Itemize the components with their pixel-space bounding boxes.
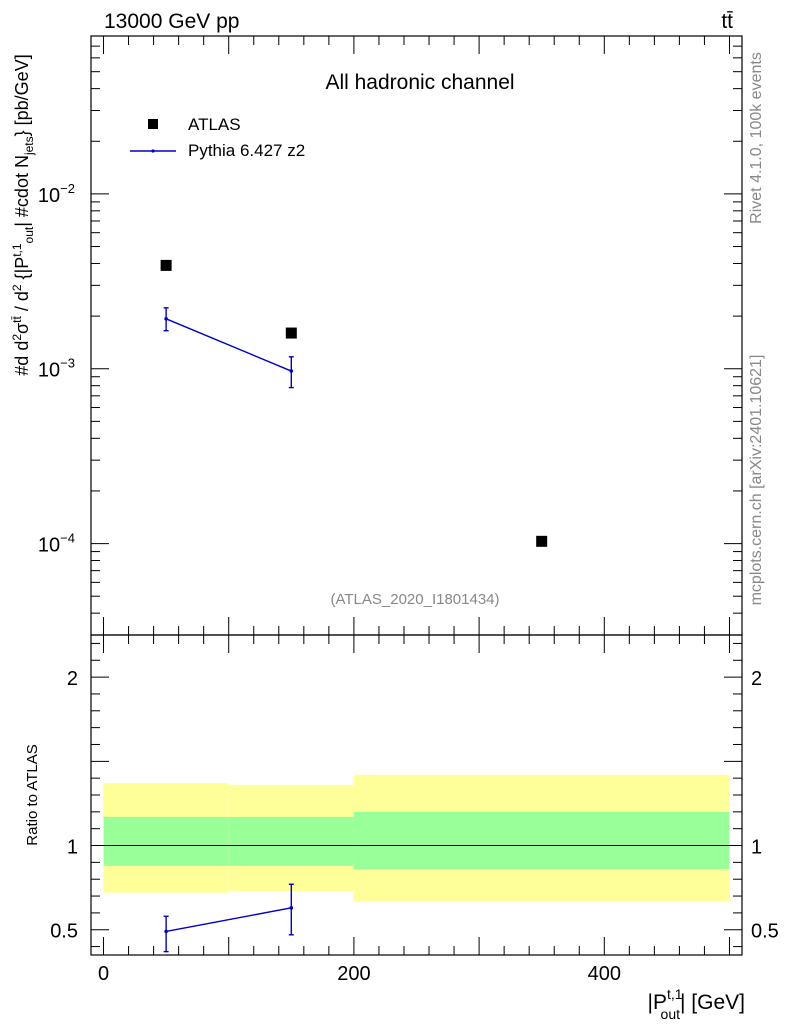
atlas-data-point bbox=[285, 327, 297, 339]
ratio-y-tick-label-right: 2 bbox=[751, 668, 762, 690]
process-label: tt̄ bbox=[721, 10, 733, 33]
main-y-tick-label: 10−2 bbox=[38, 181, 75, 207]
legend: ATLAS Pythia 6.427 z2 bbox=[130, 115, 305, 160]
legend-atlas-marker bbox=[148, 119, 158, 129]
ratio-series bbox=[163, 883, 294, 953]
main-y-tick-label: 10−4 bbox=[38, 531, 75, 557]
legend-pythia-marker bbox=[151, 149, 155, 153]
main-y-tick-labels: 10−2 10−3 10−4 bbox=[38, 181, 75, 557]
main-x-ticks bbox=[103, 36, 730, 635]
legend-atlas-label: ATLAS bbox=[188, 115, 241, 134]
x-axis-title: |Pt,1 out| [GeV] bbox=[648, 986, 746, 1022]
ratio-y-tick-labels: 0.5 0.5 1 1 2 2 bbox=[50, 668, 779, 943]
ratio-x-ticks bbox=[103, 635, 730, 955]
main-y-axis-title: #d d2σtt̄ / d2 {|Pt,1out| #cdot Njets} [… bbox=[10, 54, 36, 375]
ratio-x-tick-labels: 0 200 400 bbox=[98, 963, 621, 985]
ratio-inner-band bbox=[103, 816, 229, 866]
ratio-y-ticks bbox=[91, 642, 742, 948]
atlas-data-point bbox=[536, 535, 548, 547]
pythia-line bbox=[165, 318, 292, 372]
ratio-y-tick-label-right: 1 bbox=[751, 837, 762, 859]
pythia-point bbox=[289, 369, 294, 373]
main-y-ticks bbox=[91, 35, 742, 636]
rivet-label: Rivet 4.1.0, 100k events bbox=[748, 52, 765, 224]
x-tick-label: 200 bbox=[337, 963, 370, 985]
x-tick-label: 0 bbox=[98, 963, 109, 985]
mcplots-label: mcplots.cern.ch [arXiv:2401.10621] bbox=[748, 355, 765, 606]
legend-pythia-label: Pythia 6.427 z2 bbox=[188, 141, 305, 160]
analysis-label: (ATLAS_2020_I1801434) bbox=[330, 591, 499, 608]
x-tick-label: 400 bbox=[588, 963, 621, 985]
ratio-inner-band bbox=[228, 816, 354, 866]
ratio-inner-band bbox=[353, 811, 730, 870]
ratio-panel: 0.5 0.5 1 1 2 2 0 200 400 Ratio to ATLAS |Pt,1 o… bbox=[24, 634, 779, 1022]
main-y-tick-label: 10−3 bbox=[38, 356, 75, 382]
ratio-y-tick-label-left: 0.5 bbox=[50, 921, 78, 943]
ratio-bands bbox=[103, 774, 730, 902]
pythia-ratio-line bbox=[165, 907, 292, 933]
pythia-point bbox=[164, 317, 168, 321]
atlas-data-point bbox=[160, 259, 172, 271]
ratio-y-tick-label-left: 2 bbox=[67, 668, 78, 690]
ratio-y-tick-label-right: 0.5 bbox=[751, 921, 779, 943]
energy-label: 13000 GeV pp bbox=[104, 10, 239, 33]
ratio-y-axis-title: Ratio to ATLAS bbox=[24, 744, 41, 845]
pythia-ratio-point bbox=[164, 929, 168, 934]
ratio-y-tick-label-left: 1 bbox=[67, 837, 78, 859]
pythia-ratio-point bbox=[289, 906, 294, 910]
main-panel: 10−2 10−3 10−4 All hadronic channel (ATLAS… bbox=[10, 35, 743, 636]
main-series bbox=[160, 259, 548, 547]
main-title: All hadronic channel bbox=[325, 71, 514, 94]
y-title-numerator: #d d bbox=[12, 341, 32, 376]
